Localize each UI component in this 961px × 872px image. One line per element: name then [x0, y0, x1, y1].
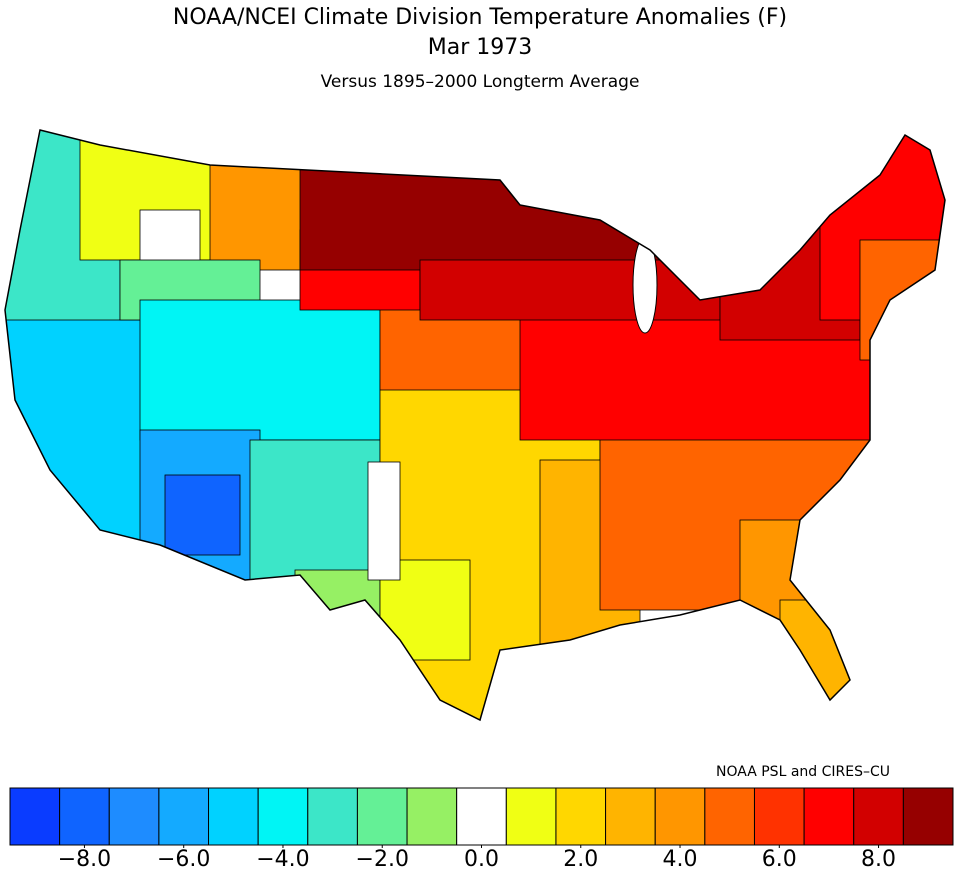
title: NOAA/NCEI Climate Division Temperature A… — [173, 5, 787, 30]
tick-label: 6.0 — [762, 847, 797, 872]
color-bin — [505, 787, 557, 846]
region — [164, 474, 241, 556]
tick-label: 0.0 — [464, 847, 499, 872]
color-bin — [9, 787, 61, 846]
region — [249, 439, 381, 581]
region — [5, 319, 151, 571]
tick-label: 2.0 — [563, 847, 598, 872]
color-bin — [704, 787, 755, 846]
map — [5, 130, 945, 720]
color-bin — [356, 787, 408, 846]
tick-label: 8.0 — [861, 847, 896, 872]
note: Versus 1895–2000 Longterm Average — [321, 72, 640, 92]
color-bin — [307, 787, 358, 846]
color-bin — [753, 787, 805, 846]
color-bin — [605, 787, 656, 846]
color-bin — [803, 787, 855, 846]
color-bin — [902, 787, 954, 846]
region — [294, 569, 386, 651]
region — [599, 429, 871, 611]
color-bin — [208, 787, 259, 846]
region — [139, 299, 381, 441]
region — [419, 259, 721, 321]
color-bin — [158, 787, 210, 846]
color-bin — [108, 787, 160, 846]
region — [859, 239, 945, 361]
color-bin — [654, 787, 706, 846]
color-bin — [456, 787, 507, 846]
credit: NOAA PSL and CIRES–CU — [716, 764, 890, 780]
tick-label: −8.0 — [58, 847, 111, 872]
tick-label: −2.0 — [356, 847, 409, 872]
tick-label: −6.0 — [157, 847, 210, 872]
tick-label: 4.0 — [663, 847, 698, 872]
color-bin — [59, 787, 110, 846]
color-bin — [555, 787, 607, 846]
lake-michigan — [632, 236, 658, 334]
subtitle: Mar 1973 — [428, 35, 533, 60]
color-bin — [853, 787, 904, 846]
color-bin — [406, 787, 458, 846]
color-bin — [257, 787, 309, 846]
region — [299, 159, 721, 271]
tick-label: −4.0 — [256, 847, 309, 872]
region — [367, 461, 401, 581]
colorbar: −8.0 −6.0 −4.0 −2.0 0.0 2.0 4.0 6.0 8.0 — [9, 787, 954, 872]
